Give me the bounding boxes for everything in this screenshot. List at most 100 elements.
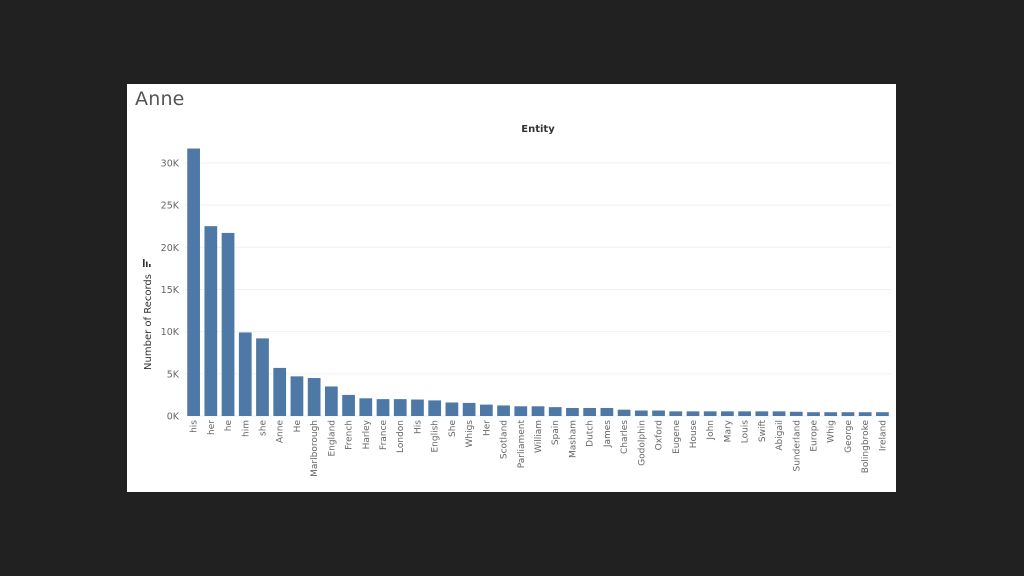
y-tick-label: 25K xyxy=(161,201,180,212)
x-category-label[interactable]: he xyxy=(224,420,234,432)
bar-england[interactable] xyxy=(324,386,338,416)
x-category-label[interactable]: Whigs xyxy=(465,420,475,448)
y-tick-label: 30K xyxy=(161,158,180,169)
x-category-label[interactable]: him xyxy=(241,420,251,437)
x-category-label[interactable]: George xyxy=(844,420,854,453)
x-category-label[interactable]: French xyxy=(345,420,355,450)
bar-house[interactable] xyxy=(686,411,700,416)
x-category-label[interactable]: Swift xyxy=(758,420,768,443)
x-category-label[interactable]: He xyxy=(293,420,303,433)
x-category-label[interactable]: His xyxy=(413,420,423,434)
bar-godolphin[interactable] xyxy=(634,410,648,416)
x-category-label[interactable]: Oxford xyxy=(655,420,665,450)
bar-george[interactable] xyxy=(841,412,855,416)
bar-john[interactable] xyxy=(703,411,717,416)
x-category-label[interactable]: John xyxy=(706,420,716,441)
bar-abigail[interactable] xyxy=(772,411,786,416)
bar-his[interactable] xyxy=(411,399,424,416)
bar-anne[interactable] xyxy=(273,367,287,416)
x-category-label[interactable]: Her xyxy=(482,420,492,436)
x-category-label[interactable]: she xyxy=(258,420,268,436)
bar-whigs[interactable] xyxy=(462,402,476,416)
bar-his[interactable] xyxy=(187,148,200,416)
x-category-label[interactable]: Spain xyxy=(551,420,561,445)
bar-her[interactable] xyxy=(479,404,493,416)
x-category-label[interactable]: She xyxy=(448,420,458,437)
bar-her[interactable] xyxy=(204,226,218,416)
bar-english[interactable] xyxy=(428,400,442,416)
bar-french[interactable] xyxy=(342,394,355,416)
bar-oxford[interactable] xyxy=(652,410,665,416)
x-category-label[interactable]: Dutch xyxy=(586,420,596,447)
x-category-label[interactable]: Sunderland xyxy=(792,420,802,472)
chart-panel: Anne 0K 5K 10K 15K 20K 25K 30K his her he him she A… xyxy=(127,84,896,492)
x-category-label[interactable]: his xyxy=(190,420,200,433)
x-category-label[interactable]: Abigail xyxy=(775,420,785,451)
x-category-label[interactable]: Bolingbroke xyxy=(861,420,871,474)
x-category-label[interactable]: Whig xyxy=(827,420,837,443)
x-category-label[interactable]: Eugene xyxy=(672,420,682,454)
bar-she[interactable] xyxy=(445,402,459,417)
x-category-label[interactable]: Marlborough xyxy=(310,420,320,477)
y-tick-label: 5K xyxy=(167,369,180,380)
bar-parliament[interactable] xyxy=(514,406,528,416)
x-category-label[interactable]: France xyxy=(379,420,389,450)
x-category-label[interactable]: English xyxy=(431,420,441,453)
bar-europe[interactable] xyxy=(807,412,820,416)
bar-mary[interactable] xyxy=(721,411,734,416)
x-category-label[interactable]: Charles xyxy=(620,420,630,454)
y-tick-label: 20K xyxy=(161,243,180,254)
bar-ireland[interactable] xyxy=(876,412,889,416)
x-category-label[interactable]: Parliament xyxy=(517,420,527,469)
bar-louis[interactable] xyxy=(738,411,751,416)
bar-london[interactable] xyxy=(393,399,407,417)
bar-france[interactable] xyxy=(376,399,390,417)
bars xyxy=(187,148,889,417)
bar-sunderland[interactable] xyxy=(789,411,803,416)
x-category-label[interactable]: London xyxy=(396,420,406,453)
bar-she[interactable] xyxy=(256,338,269,417)
x-category-label[interactable]: House xyxy=(689,420,699,449)
bar-harley[interactable] xyxy=(359,398,373,416)
bar-bolingbroke[interactable] xyxy=(858,412,872,416)
column-header[interactable]: Entity xyxy=(521,124,555,135)
bar-masham[interactable] xyxy=(566,407,579,416)
sheet-title: Anne xyxy=(135,88,185,110)
y-axis-ticks: 0K 5K 10K 15K 20K 25K 30K xyxy=(161,158,180,422)
x-category-label[interactable]: Ireland xyxy=(878,420,888,451)
x-category-label[interactable]: her xyxy=(207,420,217,435)
x-category-label[interactable]: Anne xyxy=(276,420,286,444)
x-category-label[interactable]: Mary xyxy=(723,419,733,442)
x-category-label[interactable]: England xyxy=(327,420,337,457)
x-category-label[interactable]: Godolphin xyxy=(637,420,647,466)
x-category-label[interactable]: Europe xyxy=(810,420,820,452)
bar-chart: 0K 5K 10K 15K 20K 25K 30K his her he him she Anne He… xyxy=(143,124,891,477)
bar-swift[interactable] xyxy=(755,411,769,416)
sort-descending-icon[interactable] xyxy=(143,259,151,267)
y-tick-label: 0K xyxy=(167,412,180,423)
x-axis-categories: his her he him she Anne He Marlborough England Fr… xyxy=(190,419,889,477)
x-category-label[interactable]: Louis xyxy=(741,420,751,444)
y-tick-label: 10K xyxy=(161,327,180,338)
y-axis-title-group[interactable]: Number of Records xyxy=(143,259,154,370)
bar-he[interactable] xyxy=(290,376,304,416)
y-axis-title: Number of Records xyxy=(143,274,154,370)
bar-dutch[interactable] xyxy=(583,407,597,416)
bar-him[interactable] xyxy=(238,332,252,416)
x-category-label[interactable]: Harley xyxy=(362,419,372,449)
bar-he[interactable] xyxy=(221,232,235,416)
bar-whig[interactable] xyxy=(824,412,838,416)
bar-scotland[interactable] xyxy=(497,405,510,416)
bar-marlborough[interactable] xyxy=(307,378,321,416)
x-category-label[interactable]: Masham xyxy=(568,420,578,458)
x-category-label[interactable]: William xyxy=(534,420,544,453)
x-category-label[interactable]: Scotland xyxy=(500,420,510,459)
y-tick-label: 15K xyxy=(161,285,180,296)
bar-william[interactable] xyxy=(531,406,545,416)
x-category-label[interactable]: James xyxy=(603,420,613,448)
bar-spain[interactable] xyxy=(548,407,562,416)
bar-james[interactable] xyxy=(600,407,614,416)
bar-eugene[interactable] xyxy=(669,411,683,416)
bar-charles[interactable] xyxy=(617,409,631,416)
